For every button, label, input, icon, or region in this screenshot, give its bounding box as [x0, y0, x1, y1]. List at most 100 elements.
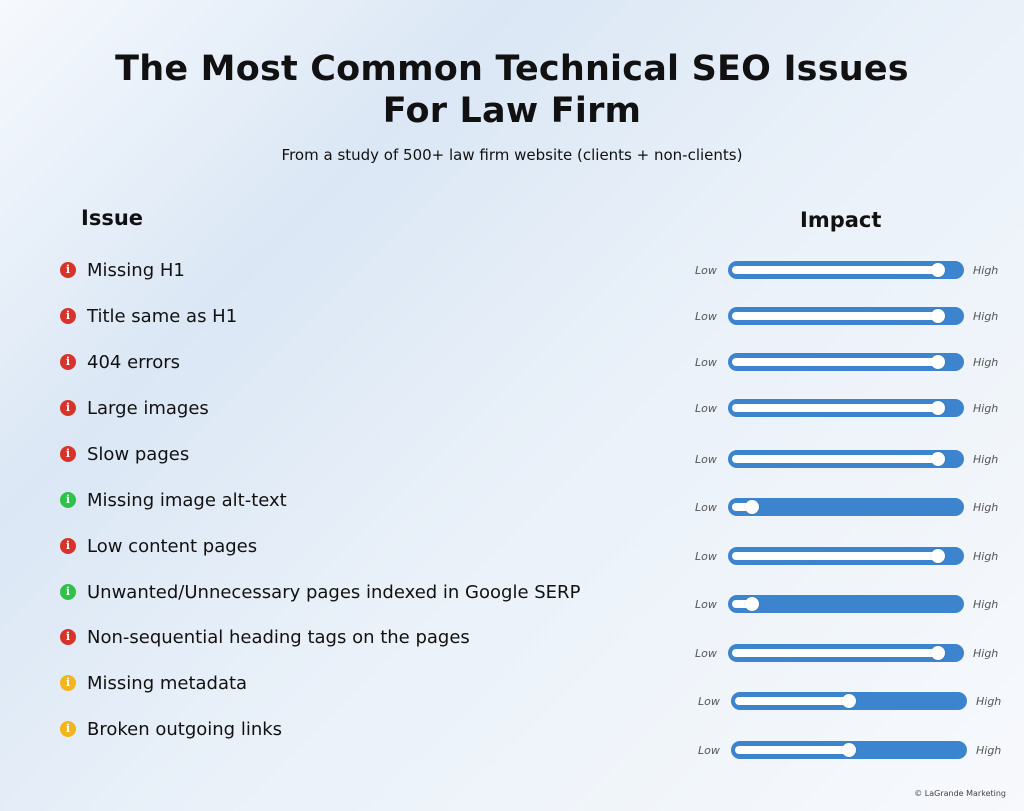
impact-meter: Low High	[695, 644, 1005, 664]
info-icon: i	[60, 584, 76, 600]
issue-label: Slow pages	[87, 443, 190, 465]
impact-knob	[931, 309, 946, 323]
info-icon: i	[60, 721, 76, 737]
impact-track-remaining	[732, 312, 939, 320]
issue-label: Title same as H1	[87, 305, 238, 327]
impact-meter: Low High	[695, 498, 1005, 518]
issue-label: Missing metadata	[87, 672, 248, 694]
info-icon: i	[60, 354, 76, 370]
issue-row: i Missing metadata	[60, 670, 247, 696]
impact-track	[728, 353, 964, 371]
impact-high-label: High	[973, 598, 999, 611]
impact-column-header: Impact	[800, 208, 882, 232]
impact-track-remaining	[732, 266, 939, 274]
issue-row: i Missing image alt-text	[60, 487, 287, 513]
impact-knob	[842, 743, 856, 757]
issue-label: Broken outgoing links	[87, 718, 283, 740]
impact-knob	[931, 401, 946, 415]
impact-track-remaining	[732, 600, 752, 608]
impact-track-remaining	[732, 358, 939, 366]
impact-high-label: High	[976, 695, 1002, 708]
impact-low-label: Low	[695, 310, 717, 323]
impact-high-label: High	[973, 453, 999, 466]
impact-meter: Low High	[695, 261, 1005, 281]
info-icon: i	[60, 492, 76, 508]
impact-low-label: Low	[698, 695, 720, 708]
impact-high-label: High	[973, 402, 999, 415]
page-title-line-2: For Law Firm	[382, 91, 642, 131]
impact-track	[728, 261, 964, 279]
impact-high-label: High	[976, 744, 1002, 757]
copyright-text: © LaGrande Marketing	[914, 789, 1006, 798]
issue-label: Non-sequential heading tags on the pages	[87, 626, 470, 648]
impact-track	[728, 547, 964, 565]
impact-track	[728, 307, 964, 325]
impact-track	[728, 595, 964, 613]
issue-label: Missing H1	[87, 259, 185, 281]
impact-meter: Low High	[695, 450, 1005, 470]
impact-high-label: High	[973, 550, 999, 563]
impact-meter: Low High	[695, 595, 1005, 615]
page-title-line-1: The Most Common Technical SEO Issues	[115, 49, 909, 89]
impact-knob	[931, 549, 946, 563]
impact-track-remaining	[732, 503, 752, 511]
info-icon: i	[60, 308, 76, 324]
page-subtitle: From a study of 500+ law firm website (c…	[281, 146, 743, 164]
impact-low-label: Low	[695, 453, 717, 466]
issue-label: Low content pages	[87, 535, 258, 557]
impact-low-label: Low	[695, 598, 717, 611]
impact-knob	[744, 500, 759, 514]
issue-row: i Low content pages	[60, 533, 257, 559]
impact-knob	[931, 355, 946, 369]
impact-meter: Low High	[698, 741, 1008, 761]
impact-knob	[842, 694, 856, 708]
impact-knob	[931, 452, 946, 466]
issue-label: Large images	[87, 397, 209, 419]
impact-track-remaining	[732, 455, 939, 463]
impact-track-remaining	[735, 697, 849, 705]
impact-meter: Low High	[695, 307, 1005, 327]
impact-high-label: High	[973, 356, 999, 369]
issue-row: i 404 errors	[60, 349, 180, 375]
impact-low-label: Low	[695, 264, 717, 277]
impact-high-label: High	[973, 264, 999, 277]
issue-row: i Missing H1	[60, 257, 185, 283]
issue-label: 404 errors	[87, 351, 181, 373]
impact-high-label: High	[973, 501, 999, 514]
issue-row: i Broken outgoing links	[60, 716, 282, 742]
impact-meter: Low High	[695, 353, 1005, 373]
impact-knob	[744, 597, 759, 611]
info-icon: i	[60, 538, 76, 554]
impact-track-remaining	[732, 649, 939, 657]
impact-track	[728, 399, 964, 417]
impact-knob	[931, 646, 946, 660]
impact-track-remaining	[735, 746, 849, 754]
impact-meter: Low High	[695, 399, 1005, 419]
impact-low-label: Low	[698, 744, 720, 757]
impact-high-label: High	[973, 310, 999, 323]
info-icon: i	[60, 262, 76, 278]
impact-high-label: High	[973, 647, 999, 660]
issue-row: i Non-sequential heading tags on the page…	[60, 624, 470, 650]
impact-track	[728, 644, 964, 662]
issue-row: i Title same as H1	[60, 303, 237, 329]
impact-track	[731, 741, 967, 759]
issue-row: i Slow pages	[60, 441, 189, 467]
info-icon: i	[60, 446, 76, 462]
impact-track	[728, 498, 964, 516]
info-icon: i	[60, 629, 76, 645]
impact-low-label: Low	[695, 647, 717, 660]
impact-low-label: Low	[695, 550, 717, 563]
impact-track	[731, 692, 967, 710]
info-icon: i	[60, 675, 76, 691]
impact-meter: Low High	[695, 547, 1005, 567]
impact-track-remaining	[732, 404, 939, 412]
impact-low-label: Low	[695, 501, 717, 514]
issue-column-header: Issue	[81, 206, 144, 230]
impact-low-label: Low	[695, 402, 717, 415]
impact-low-label: Low	[695, 356, 717, 369]
issue-row: i Large images	[60, 395, 209, 421]
issue-label: Missing image alt-text	[87, 489, 287, 511]
info-icon: i	[60, 400, 76, 416]
issue-label: Unwanted/Unnecessary pages indexed in Go…	[87, 581, 581, 603]
